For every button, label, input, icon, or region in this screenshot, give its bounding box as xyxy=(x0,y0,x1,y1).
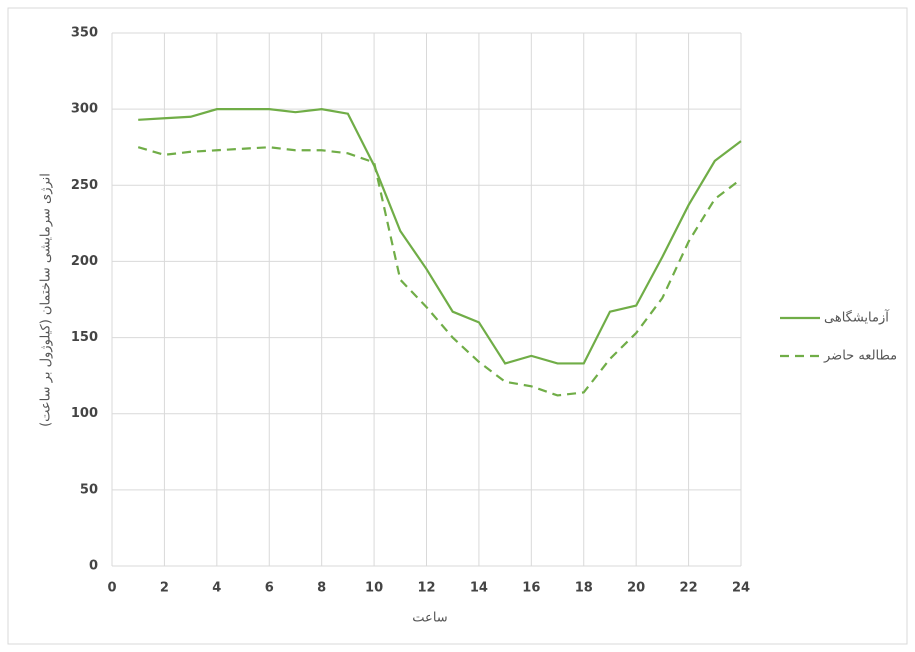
x-tick-label: 8 xyxy=(317,581,326,596)
y-tick-label: 50 xyxy=(80,482,98,497)
y-tick-label: 0 xyxy=(89,559,98,574)
y-tick-label: 100 xyxy=(71,406,98,421)
x-tick-label: 2 xyxy=(160,581,169,596)
x-axis-label: ساعت xyxy=(412,611,447,626)
y-axis-label: انرژی سرمایشی ساختمان (کیلوژول بر ساعت) xyxy=(39,173,54,427)
y-tick-label: 200 xyxy=(71,254,98,269)
x-tick-label: 0 xyxy=(107,581,116,596)
y-tick-label: 350 xyxy=(71,26,98,41)
data-line xyxy=(138,108,742,365)
legend-label: آزمایشگاهی xyxy=(824,309,890,326)
x-tick-label: 16 xyxy=(522,581,540,596)
y-tick-label: 150 xyxy=(71,330,98,345)
y-tick-label: 250 xyxy=(71,178,98,193)
legend-label: مطالعه حاضر xyxy=(823,349,897,364)
x-tick-label: 24 xyxy=(732,581,750,596)
x-tick-label: 14 xyxy=(470,581,488,596)
chart-border xyxy=(7,7,908,645)
x-tick-label: 18 xyxy=(575,581,593,596)
x-tick-label: 4 xyxy=(212,581,221,596)
x-tick-label: 6 xyxy=(265,581,274,596)
y-tick-label: 300 xyxy=(71,102,98,117)
x-tick-label: 20 xyxy=(627,581,645,596)
x-tick-label: 12 xyxy=(417,581,435,596)
x-tick-label: 10 xyxy=(365,581,383,596)
x-tick-label: 22 xyxy=(680,581,698,596)
